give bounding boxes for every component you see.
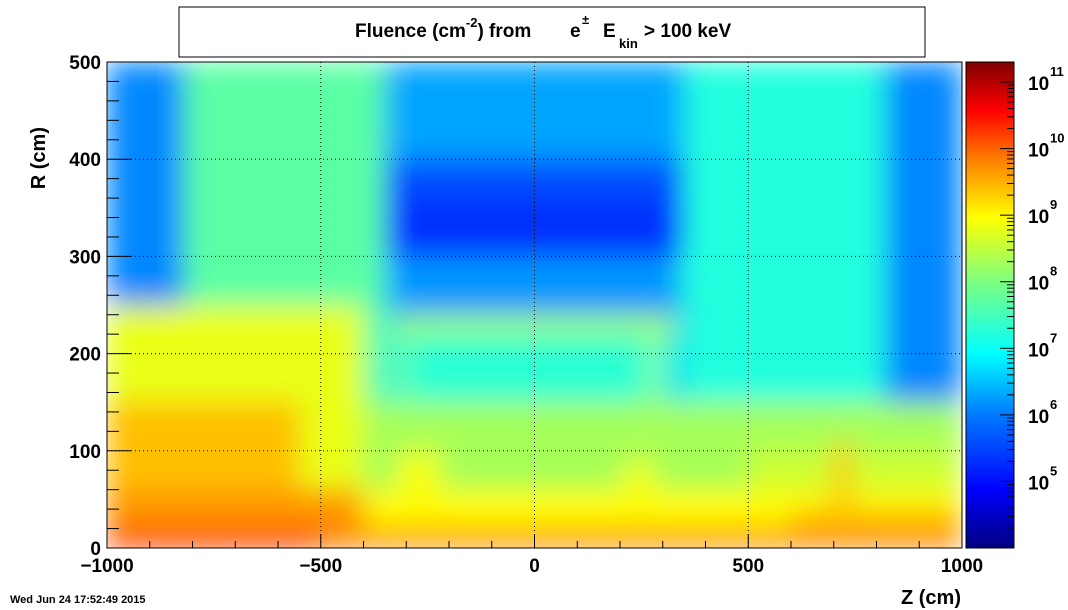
colorbar-exponent-6: 11 [1050,64,1064,79]
heatmap-region-9 [389,256,680,315]
title-box [178,6,926,58]
y-tick-label-2: 200 [69,345,101,366]
grid [107,62,962,548]
colorbar-exponent-5: 10 [1050,131,1064,146]
heatmap-area [107,62,962,548]
timestamp: Wed Jun 24 17:52:49 2015 [10,594,146,606]
title-e: e [570,21,581,42]
title-sup-minus2: -2 [466,15,478,30]
y-tick-label-0: 0 [90,539,101,560]
colorbar-exponent-3: 8 [1050,264,1057,279]
x-axis-label: Z (cm) [901,587,961,609]
colorbar-label-4: 10 [1028,207,1049,228]
heatmap-region-24 [107,528,321,548]
colorbar-label-2: 10 [1028,340,1049,361]
heatmap-region-13 [393,314,676,335]
x-tick-label-4: 1000 [941,556,983,577]
colorbar-label-6: 10 [1028,74,1049,95]
title-sup-pm: ± [582,12,589,27]
colorbar-label-5: 10 [1028,141,1049,162]
colorbar-ticks [1000,61,1014,549]
x-tick-label-0: −1000 [80,556,133,577]
colorbar-label-1: 10 [1028,407,1049,428]
colorbar-label-3: 10 [1028,274,1049,295]
x-tick-label-1: −500 [299,556,342,577]
heatmap-region-11 [675,295,685,451]
axis-tick-labels: −1000 −500 0 500 1000 0 100 200 300 400 500 [69,53,983,577]
axis-ticks [106,61,963,549]
heatmap-region-27 [624,460,655,500]
x-tick-label-3: 500 [732,556,764,577]
colorbar-exponent-4: 9 [1050,197,1057,212]
title-mid: ) from [477,21,531,42]
y-tick-label-4: 400 [69,150,101,171]
heatmap-region-25 [833,441,851,529]
colorbar [965,61,1015,549]
heatmap-region-26 [397,450,441,490]
title-pre: Fluence (cm [355,21,466,42]
title-post: > 100 keV [644,21,731,42]
y-tick-label-5: 500 [69,53,101,74]
colorbar-exponent-0: 5 [1050,463,1057,478]
colorbar-label-0: 10 [1028,473,1049,494]
y-axis-label: R (cm) [28,127,50,189]
colorbar-exponent-1: 6 [1050,397,1057,412]
x-tick-label-2: 0 [529,556,540,577]
y-tick-label-1: 100 [69,442,101,463]
colorbar-exponent-2: 7 [1050,330,1057,345]
title-E: E [603,21,616,42]
title-sub-kin: kin [619,36,638,51]
y-tick-label-3: 300 [69,247,101,268]
chart-title: Fluence (cm-2) from e± Ekin > 100 keV [355,8,731,53]
